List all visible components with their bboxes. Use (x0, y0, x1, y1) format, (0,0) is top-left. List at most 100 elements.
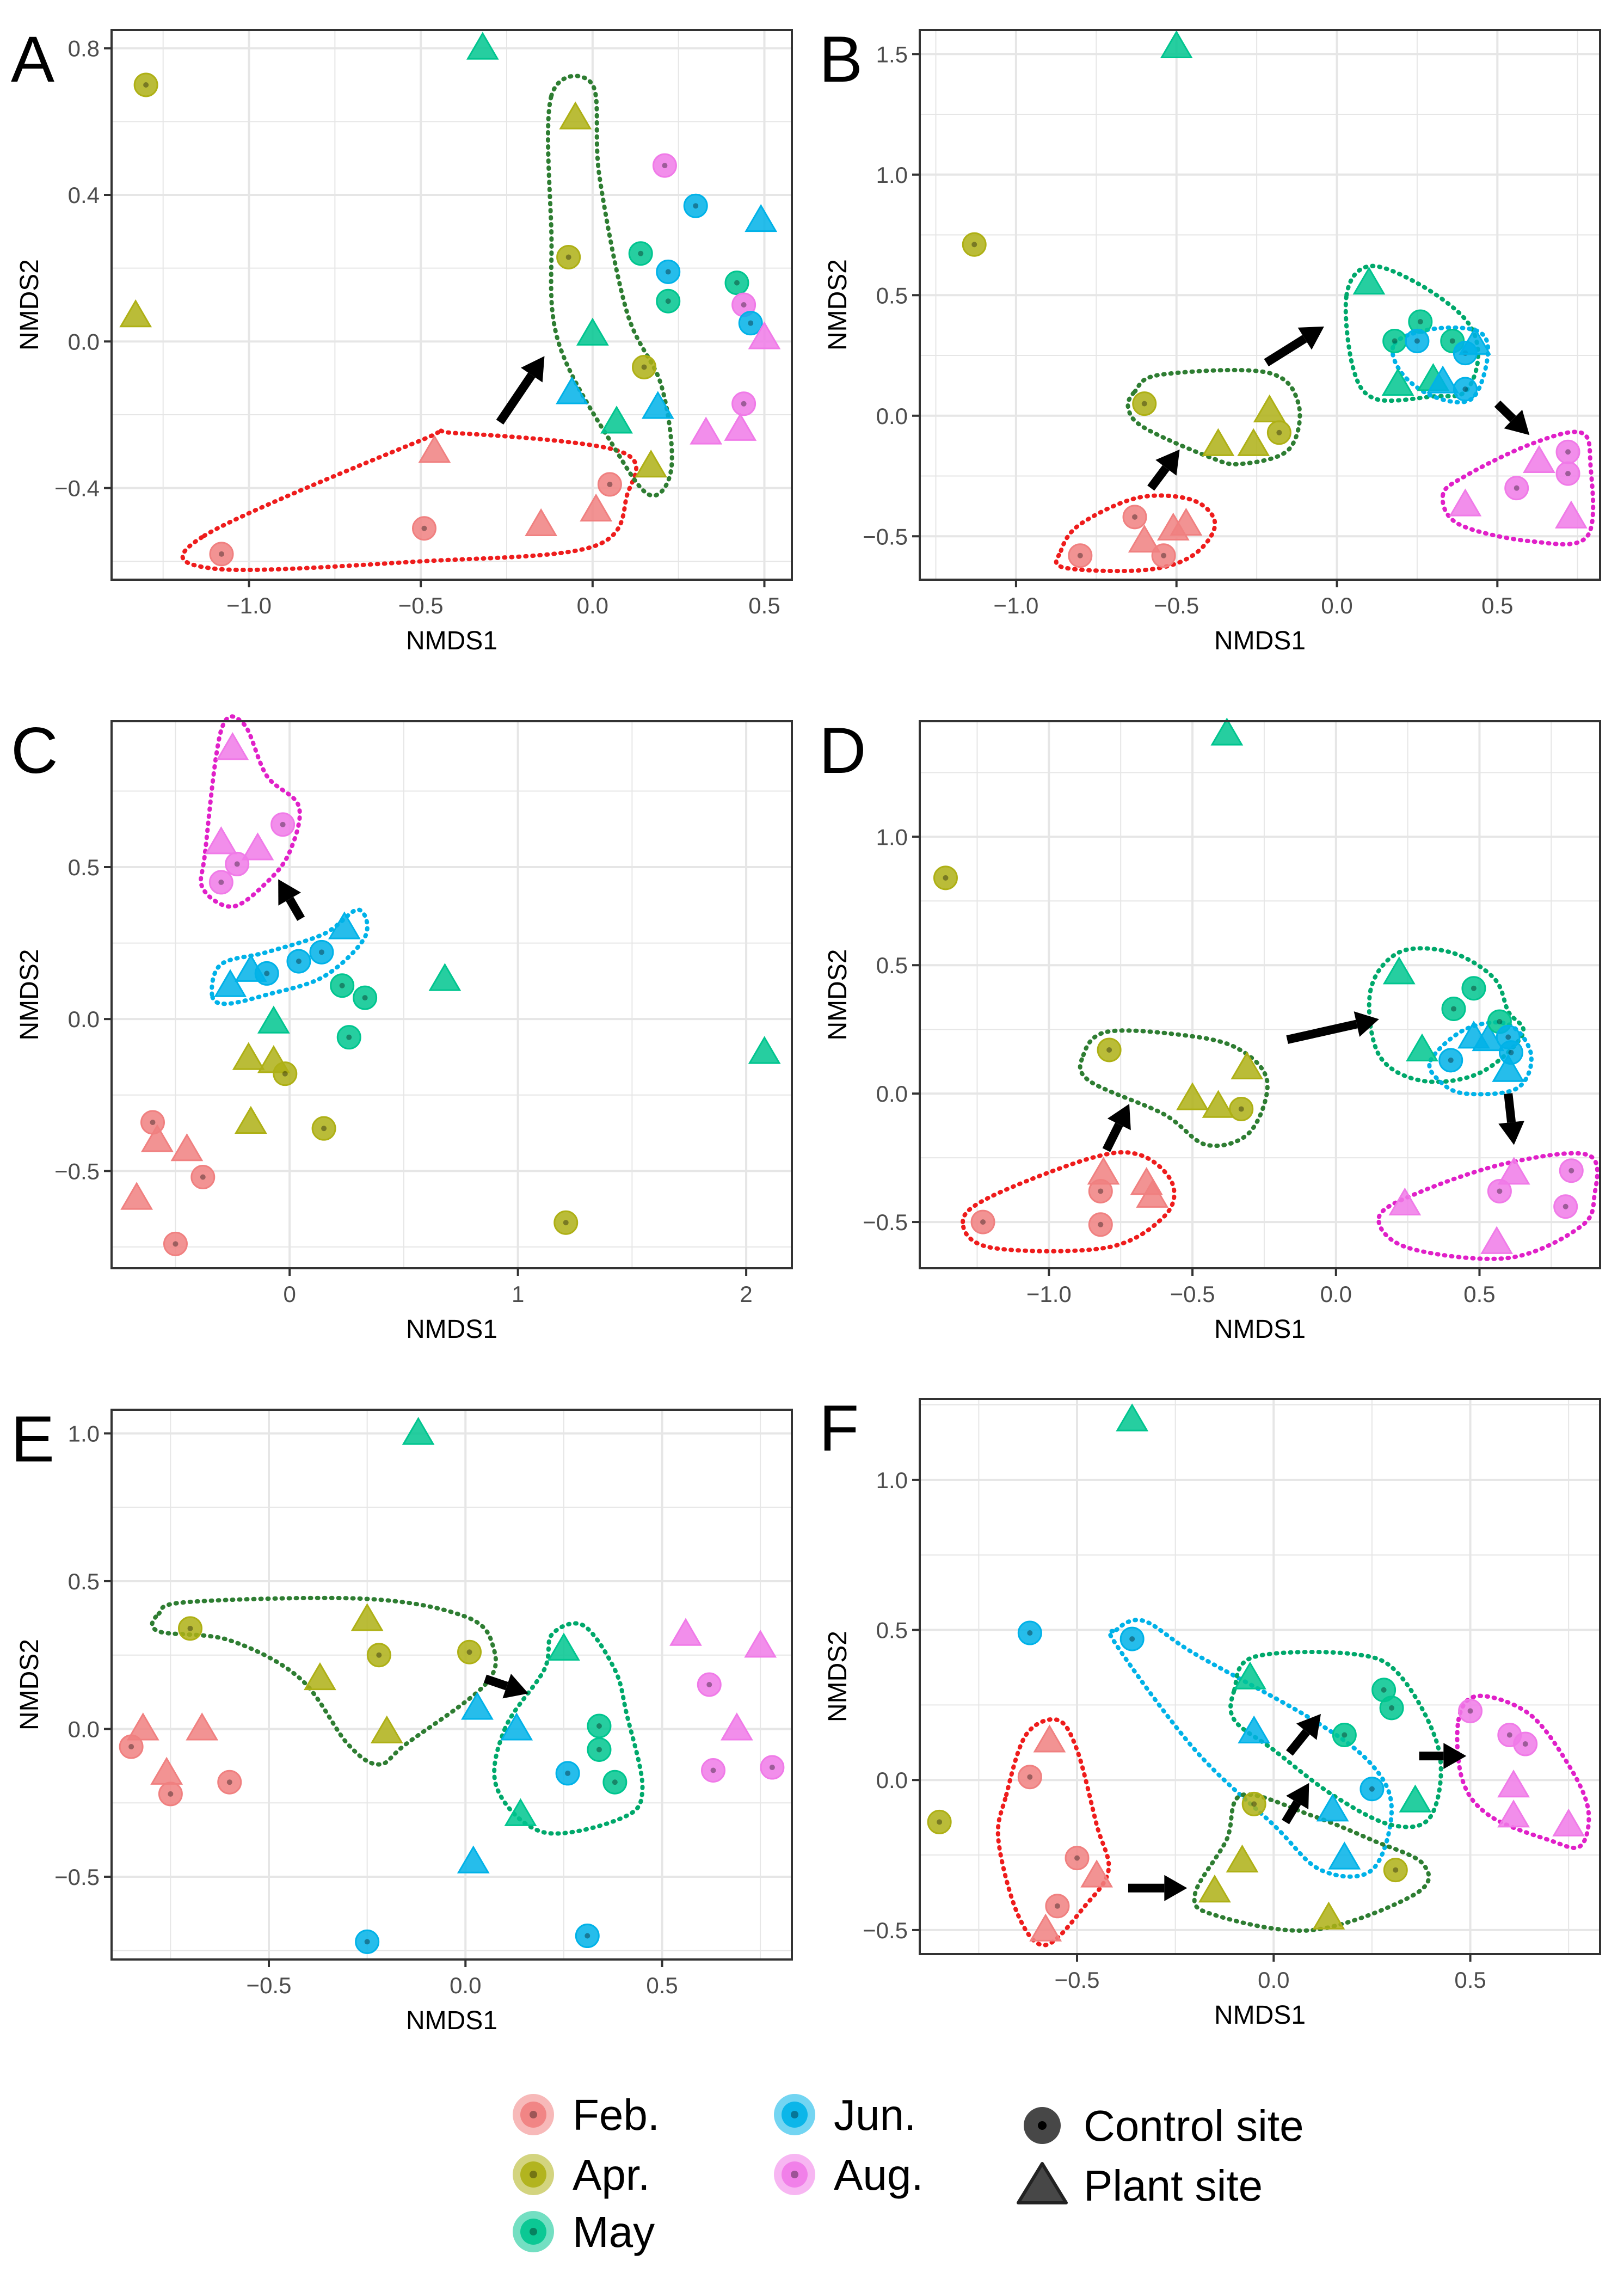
point-apr-plant (1237, 428, 1270, 456)
point-aug-control (1487, 1178, 1512, 1203)
point-aug-control (225, 851, 250, 876)
point-may-plant (402, 1417, 435, 1445)
point-feb-plant (580, 493, 613, 522)
trend-arrow (1286, 1011, 1379, 1044)
x-tick-label: −1.0 (226, 593, 272, 618)
x-tick-label: 1 (512, 1281, 524, 1307)
point-aug-plant (205, 826, 238, 855)
point-aug-control (1555, 461, 1580, 486)
cluster-outline-blue (1390, 325, 1491, 404)
gridlines (112, 30, 792, 580)
point-aug-plant (724, 413, 757, 441)
svg-text:Jun.: Jun. (834, 2091, 916, 2139)
point-apr-control (962, 232, 987, 257)
panel-letter: A (11, 23, 54, 96)
point-apr-control (366, 1643, 391, 1668)
point-may-control (628, 241, 653, 266)
point-apr-control (311, 1116, 336, 1141)
point-aug-control (731, 391, 756, 416)
point-may-plant (576, 317, 609, 346)
y-tick-label: −0.4 (54, 476, 100, 501)
point-apr-plant (559, 101, 592, 130)
y-axis-title: NMDS2 (15, 949, 44, 1040)
point-may-plant (1116, 1403, 1149, 1432)
cluster-outline-green (1343, 263, 1480, 403)
point-aug-plant (1523, 445, 1555, 473)
cluster-outline-red (995, 1717, 1111, 1948)
trend-arrow (483, 1674, 528, 1699)
point-apr-plant (119, 299, 152, 328)
y-tick-label: 0.5 (68, 1569, 100, 1594)
point-jun-control (738, 311, 763, 336)
x-tick-label: −1.0 (1026, 1281, 1072, 1307)
point-apr-control (273, 1061, 298, 1086)
point-aug-plant (1497, 1157, 1530, 1185)
cluster-outline-green (1228, 1650, 1443, 1829)
point-jun-plant (1492, 1054, 1525, 1082)
point-may-plant (1160, 30, 1193, 59)
x-axis-title: NMDS1 (406, 626, 497, 655)
point-may-control (1382, 328, 1407, 353)
panel-letter: B (819, 23, 863, 96)
point-apr-control (133, 72, 158, 97)
point-apr-control (927, 1809, 952, 1834)
point-aug-plant (1388, 1187, 1422, 1216)
x-tick-label: −0.5 (398, 593, 444, 618)
point-jun-plant (234, 954, 267, 982)
panel-a: −1.0 −0.5 0.0 0.5 −0.4 0.0 0.4 0.8 NMDS1 NMDS2 A (11, 23, 793, 655)
x-tick-label: 0.0 (1258, 1967, 1289, 1993)
y-tick-label: −0.5 (863, 1918, 908, 1943)
point-may-plant (548, 1632, 580, 1661)
point-jun-plant (641, 391, 674, 419)
panel-c: 0 1 2 −0.5 0.0 0.5 NMDS1 NMDS2 C (11, 714, 793, 1344)
point-feb-control (209, 542, 234, 567)
point-aug-plant (1497, 1769, 1530, 1798)
x-tick-label: 0.0 (1320, 1281, 1352, 1307)
point-aug-control (208, 870, 233, 895)
plot-frame (919, 29, 1601, 581)
point-jun-control (683, 193, 708, 218)
point-jun-plant (1316, 1793, 1349, 1822)
point-apr-plant (350, 1603, 384, 1631)
x-tick-label: 0 (284, 1281, 296, 1307)
y-tick-label: 0.5 (876, 1618, 908, 1643)
point-aug-control (697, 1672, 722, 1697)
point-apr-plant (1312, 1901, 1345, 1930)
x-axis-title: NMDS1 (1214, 1315, 1306, 1344)
point-may-control (587, 1737, 612, 1762)
point-jun-control (1405, 328, 1430, 353)
point-may-control (330, 973, 355, 998)
point-jun-plant (461, 1692, 494, 1720)
y-tick-label: −0.5 (54, 1864, 100, 1890)
x-tick-label: 2 (740, 1281, 752, 1307)
y-tick-label: 0.8 (68, 36, 100, 62)
point-may-plant (428, 963, 462, 991)
y-tick-label: 0.5 (876, 953, 908, 978)
point-feb-plant (1128, 524, 1161, 553)
point-may-control (1441, 996, 1466, 1021)
point-apr-control (1241, 1791, 1266, 1816)
point-apr-control (1097, 1037, 1122, 1062)
point-feb-control (1122, 505, 1147, 530)
point-feb-plant (150, 1756, 183, 1785)
point-feb-plant (418, 435, 451, 463)
trend-arrow (1102, 1104, 1131, 1152)
point-aug-control (652, 153, 677, 178)
point-jun-plant (457, 1845, 490, 1873)
x-axis-title: NMDS1 (1214, 2001, 1306, 2030)
point-may-plant (1234, 1661, 1266, 1690)
point-feb-control (163, 1231, 188, 1256)
point-feb-plant (1170, 507, 1203, 536)
x-tick-label: −0.5 (1055, 1967, 1100, 1993)
x-tick-label: 0.5 (1463, 1281, 1495, 1307)
y-tick-label: 0.5 (876, 282, 908, 308)
legend-item-feb: Feb. (513, 2091, 660, 2139)
point-aug-control (270, 812, 296, 837)
point-may-control (1461, 976, 1486, 1001)
point-jun-control (1119, 1626, 1145, 1651)
point-feb-plant (1029, 1913, 1062, 1942)
x-axis-title: NMDS1 (406, 1315, 497, 1344)
plot-frame (919, 1398, 1601, 1955)
x-tick-label: −0.5 (1154, 593, 1199, 618)
